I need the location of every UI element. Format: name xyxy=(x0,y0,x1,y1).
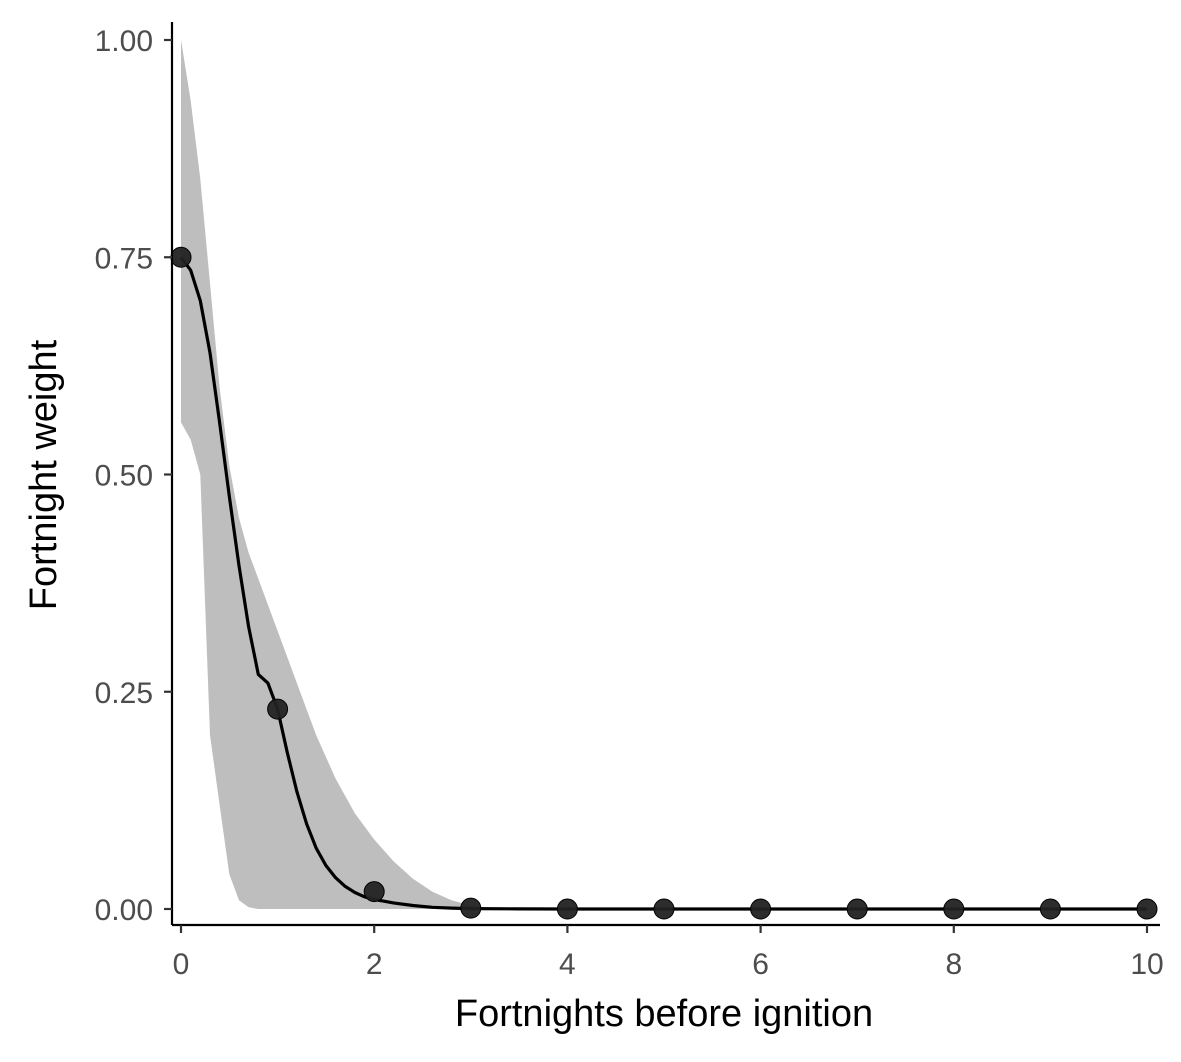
data-point xyxy=(267,698,289,720)
confidence-band xyxy=(181,40,1147,909)
y-axis-title: Fortnight weight xyxy=(23,339,65,610)
x-tick-label: 4 xyxy=(559,948,576,981)
confidence-band-layer xyxy=(181,40,1147,909)
fitted-curve xyxy=(179,256,1147,911)
data-point xyxy=(750,898,772,920)
data-points-layer xyxy=(170,246,1158,920)
y-tick-label: 0.25 xyxy=(95,677,153,710)
y-tick-label: 0.50 xyxy=(95,460,153,493)
x-tick-label: 6 xyxy=(752,948,769,981)
data-point xyxy=(1136,898,1158,920)
axes: 0 2 4 6 8 10 0.00 0.25 0.50 0.75 1.00 xyxy=(95,22,1164,981)
fitted-line-layer xyxy=(179,256,1147,911)
x-tick-label: 2 xyxy=(366,948,383,981)
data-point xyxy=(556,898,578,920)
data-point xyxy=(653,898,675,920)
data-point xyxy=(943,898,965,920)
y-tick-label: 0.75 xyxy=(95,242,153,275)
data-point xyxy=(363,881,385,903)
data-point xyxy=(846,898,868,920)
y-tick-label: 1.00 xyxy=(95,25,153,58)
x-tick-label: 8 xyxy=(945,948,962,981)
y-tick-label: 0.00 xyxy=(95,894,153,927)
data-point xyxy=(460,897,482,919)
x-tick-label: 0 xyxy=(173,948,190,981)
x-tick-label: 10 xyxy=(1130,948,1163,981)
data-point xyxy=(170,246,192,268)
data-point xyxy=(1039,898,1061,920)
x-axis-title: Fortnights before ignition xyxy=(455,993,873,1035)
